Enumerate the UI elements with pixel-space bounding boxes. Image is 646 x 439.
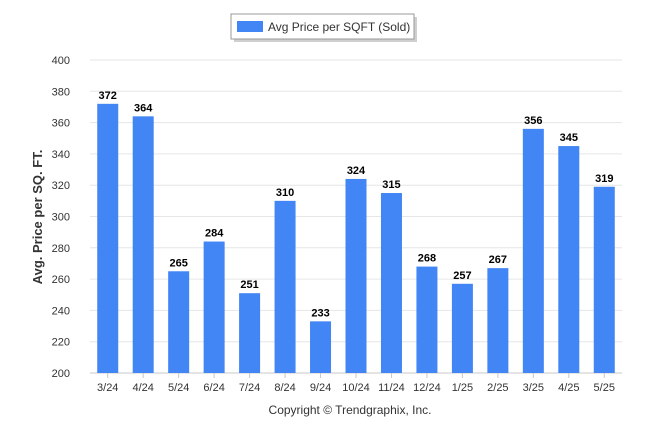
x-tick-label: 9/24	[310, 382, 331, 394]
y-tick-label: 240	[52, 305, 70, 317]
x-tick-label: 8/24	[274, 382, 295, 394]
y-axis-ticks: 200 220 240 260 280 300 320 340 360 380 400	[52, 55, 70, 380]
data-label: 251	[240, 279, 258, 291]
bar	[168, 271, 190, 373]
bar	[310, 321, 332, 373]
data-labels: 372 364 265 284 251 310 233 324 315 268 257 267 356 3…	[99, 90, 614, 320]
x-axis-ticks: 3/24 4/24 5/24 6/24 7/24 8/24 9/24 10/24 11/24 12…	[97, 373, 615, 394]
data-label: 267	[489, 254, 507, 266]
data-label: 356	[524, 115, 542, 127]
y-tick-label: 200	[52, 368, 70, 380]
data-label: 310	[276, 187, 294, 199]
legend-label: Avg Price per SQFT (Sold)	[268, 20, 410, 34]
bar	[97, 103, 119, 373]
copyright-credit: Copyright © Trendgraphix, Inc.	[269, 403, 432, 417]
legend: Avg Price per SQFT (Sold)	[230, 13, 417, 42]
y-tick-label: 400	[52, 55, 70, 67]
data-label: 284	[205, 228, 224, 240]
x-tick-label: 12/24	[413, 382, 441, 394]
legend-swatch	[237, 21, 263, 32]
data-label: 364	[134, 102, 153, 114]
data-label: 372	[99, 90, 117, 102]
bar	[345, 178, 367, 373]
x-tick-label: 3/25	[523, 382, 544, 394]
y-tick-label: 340	[52, 149, 70, 161]
bar	[416, 266, 438, 373]
data-label: 324	[347, 165, 366, 177]
bar	[132, 116, 154, 373]
x-tick-label: 1/25	[452, 382, 473, 394]
x-tick-label: 10/24	[342, 382, 370, 394]
bar	[558, 146, 580, 373]
y-tick-label: 320	[52, 180, 70, 192]
bar	[203, 241, 225, 373]
x-tick-label: 2/25	[487, 382, 508, 394]
bar	[451, 283, 473, 373]
data-label: 233	[311, 307, 329, 319]
x-tick-label: 4/25	[558, 382, 579, 394]
x-tick-label: 7/24	[239, 382, 260, 394]
x-tick-label: 5/24	[168, 382, 189, 394]
data-label: 257	[453, 270, 471, 282]
y-tick-label: 380	[52, 86, 70, 98]
bar	[274, 200, 296, 373]
bar	[380, 193, 402, 373]
x-tick-label: 4/24	[132, 382, 153, 394]
y-tick-label: 300	[52, 212, 70, 224]
x-tick-label: 6/24	[203, 382, 224, 394]
bar	[239, 293, 261, 373]
y-tick-label: 280	[52, 243, 70, 255]
data-label: 268	[418, 253, 436, 265]
bars	[97, 103, 615, 373]
bar	[487, 268, 509, 373]
data-label: 265	[169, 257, 187, 269]
x-tick-label: 11/24	[378, 382, 405, 394]
y-tick-label: 260	[52, 274, 70, 286]
data-label: 345	[560, 132, 578, 144]
data-label: 319	[595, 173, 613, 185]
x-tick-label: 3/24	[97, 382, 118, 394]
x-tick-label: 5/25	[594, 382, 615, 394]
y-tick-label: 220	[52, 337, 70, 349]
bar	[593, 186, 615, 373]
y-axis-title: Avg. Price per SQ. FT.	[30, 150, 45, 285]
y-tick-label: 360	[52, 118, 70, 130]
bar	[522, 128, 544, 373]
data-label: 315	[382, 179, 400, 191]
